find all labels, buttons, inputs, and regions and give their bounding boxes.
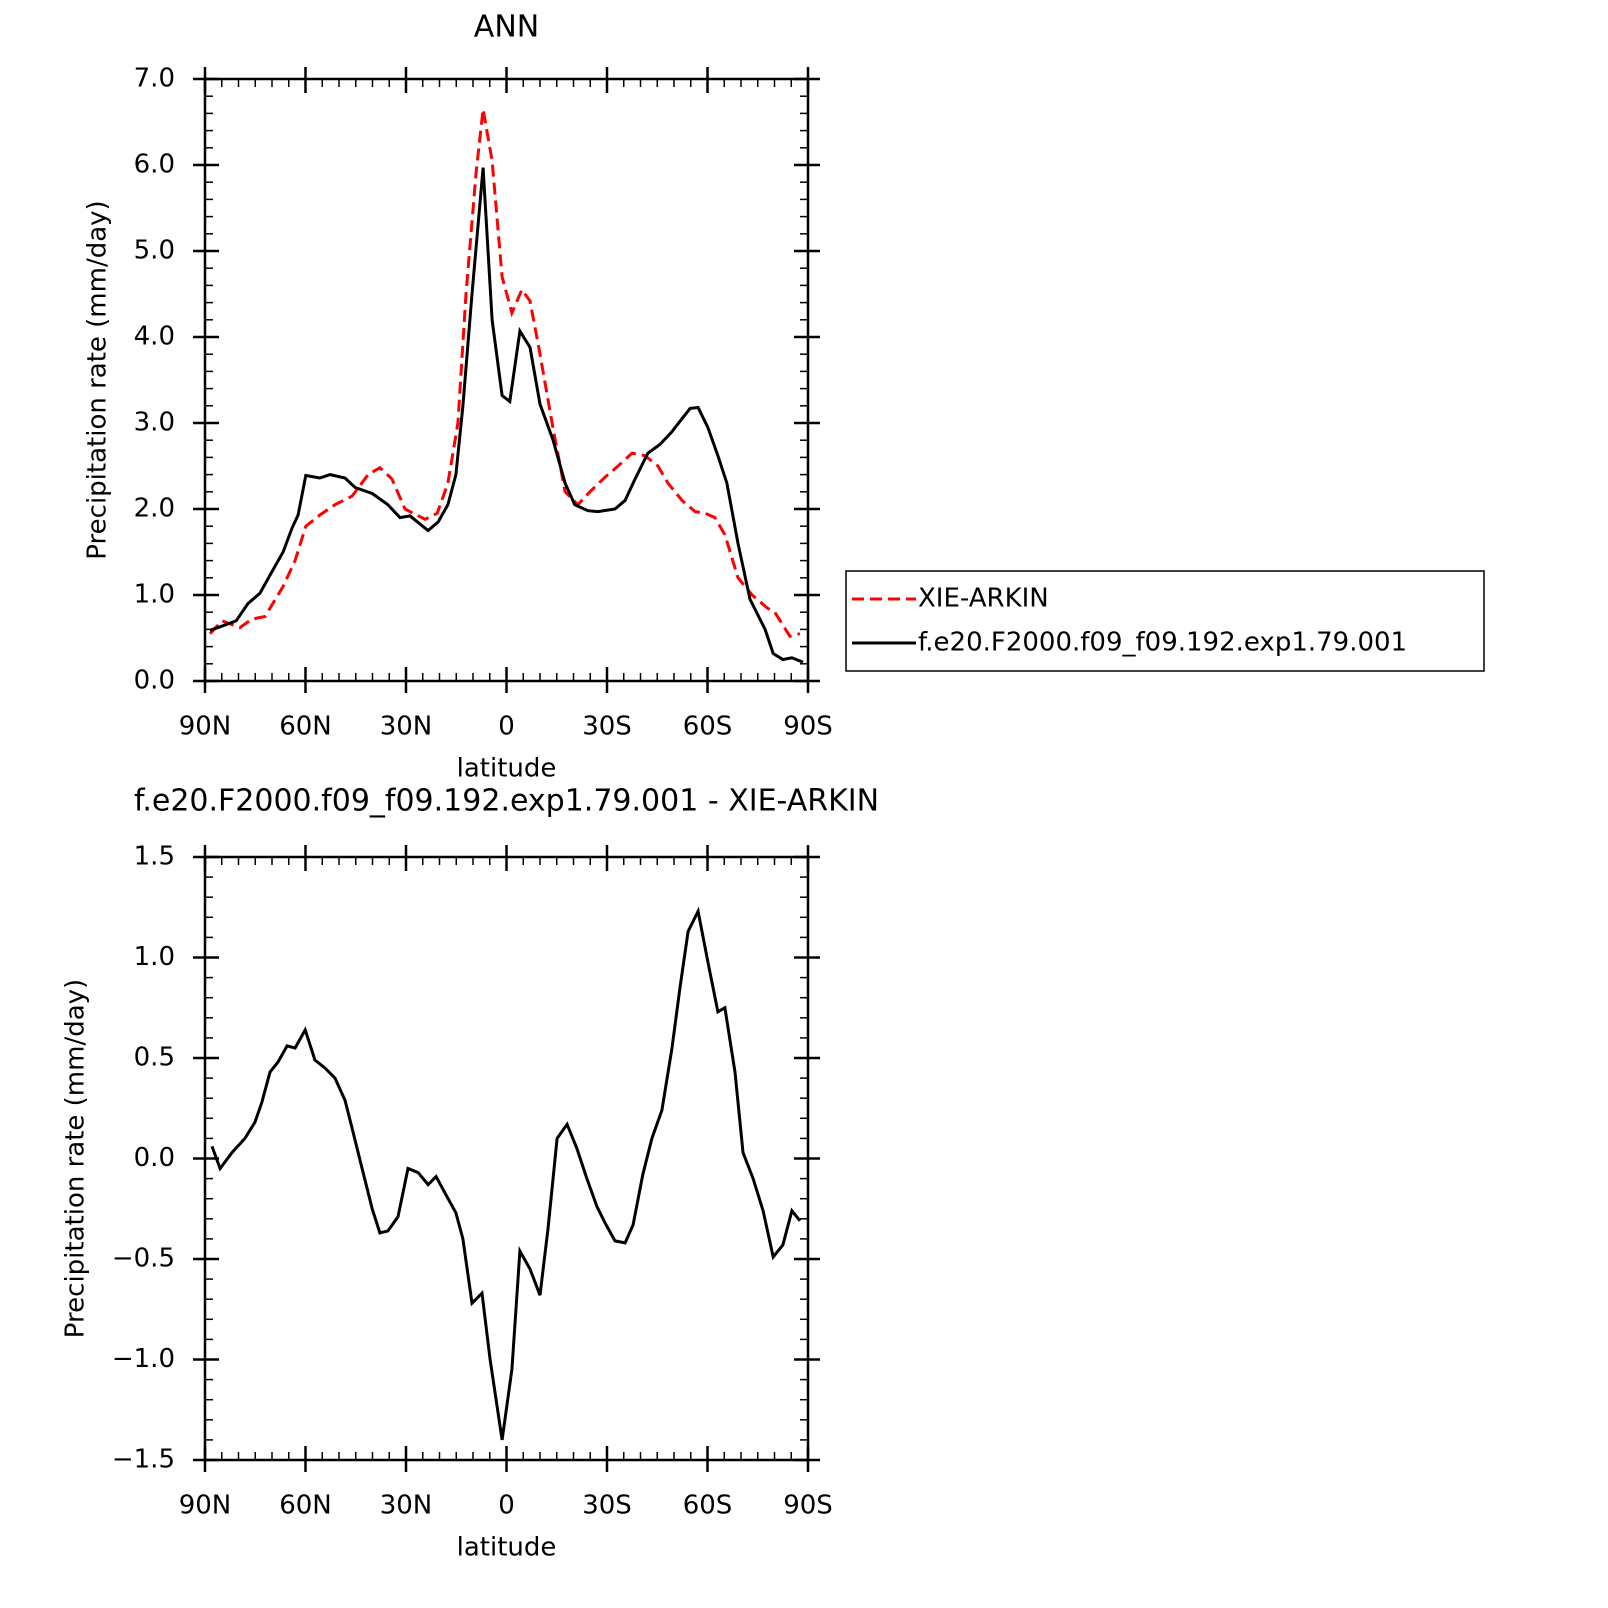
series-line bbox=[210, 906, 802, 1441]
x-tick-label: 90N bbox=[179, 1491, 232, 1521]
x-tick-label: 30N bbox=[380, 712, 433, 742]
legend-label: f.e20.F2000.f09_f09.192.exp1.79.001 bbox=[918, 628, 1407, 658]
y-tick-label: 2.0 bbox=[134, 494, 175, 524]
y-tick-label: 0.0 bbox=[134, 666, 175, 696]
y-tick-label: 1.0 bbox=[134, 942, 175, 972]
x-tick-label: 30S bbox=[582, 712, 632, 742]
y-tick-label: 4.0 bbox=[134, 322, 175, 352]
series-line bbox=[209, 167, 804, 664]
x-tick-label: 30S bbox=[582, 1491, 632, 1521]
x-tick-label: 30N bbox=[380, 1491, 433, 1521]
panel: f.e20.F2000.f09_f09.192.exp1.79.001 - XI… bbox=[61, 784, 880, 1563]
plot-frame bbox=[203, 77, 810, 683]
y-tick-label: 1.0 bbox=[134, 580, 175, 610]
legend-box bbox=[845, 570, 1485, 672]
y-tick-label: −0.5 bbox=[112, 1244, 175, 1274]
legend: XIE-ARKIN f.e20.F2000.f09_f09.192.exp1.79… bbox=[845, 570, 1485, 672]
y-tick-label: 0.0 bbox=[134, 1143, 175, 1173]
y-tick-label: 5.0 bbox=[134, 236, 175, 266]
x-axis-label: latitude bbox=[457, 1533, 557, 1563]
y-tick-label: −1.5 bbox=[112, 1445, 175, 1475]
x-tick-label: 0 bbox=[498, 1491, 515, 1521]
x-axis-label: latitude bbox=[457, 754, 557, 784]
x-tick-label: 90S bbox=[783, 712, 833, 742]
y-tick-label: 0.5 bbox=[134, 1043, 175, 1073]
x-tick-label: 90S bbox=[783, 1491, 833, 1521]
y-tick-label: −1.0 bbox=[112, 1344, 175, 1374]
plot-frame bbox=[203, 855, 810, 1462]
x-tick-label: 60N bbox=[279, 1491, 332, 1521]
panel: ANN latitude Precipitation rate (mm/day) 0.… bbox=[83, 10, 1485, 784]
y-tick-label: 6.0 bbox=[134, 150, 175, 180]
x-tick-label: 90N bbox=[179, 712, 232, 742]
y-tick-label: 1.5 bbox=[134, 842, 175, 872]
x-tick-label: 60S bbox=[683, 1491, 733, 1521]
legend-label: XIE-ARKIN bbox=[918, 584, 1049, 614]
y-tick-label: 3.0 bbox=[134, 408, 175, 438]
y-tick-label: 7.0 bbox=[134, 64, 175, 94]
y-axis-label: Precipitation rate (mm/day) bbox=[83, 200, 113, 559]
x-tick-label: 60N bbox=[279, 712, 332, 742]
y-axis-label: Precipitation rate (mm/day) bbox=[61, 979, 91, 1338]
x-tick-label: 60S bbox=[683, 712, 733, 742]
chart-title: ANN bbox=[474, 10, 539, 45]
x-tick-label: 0 bbox=[498, 712, 515, 742]
chart-title: f.e20.F2000.f09_f09.192.exp1.79.001 - XI… bbox=[134, 784, 879, 819]
series-line bbox=[208, 108, 801, 639]
